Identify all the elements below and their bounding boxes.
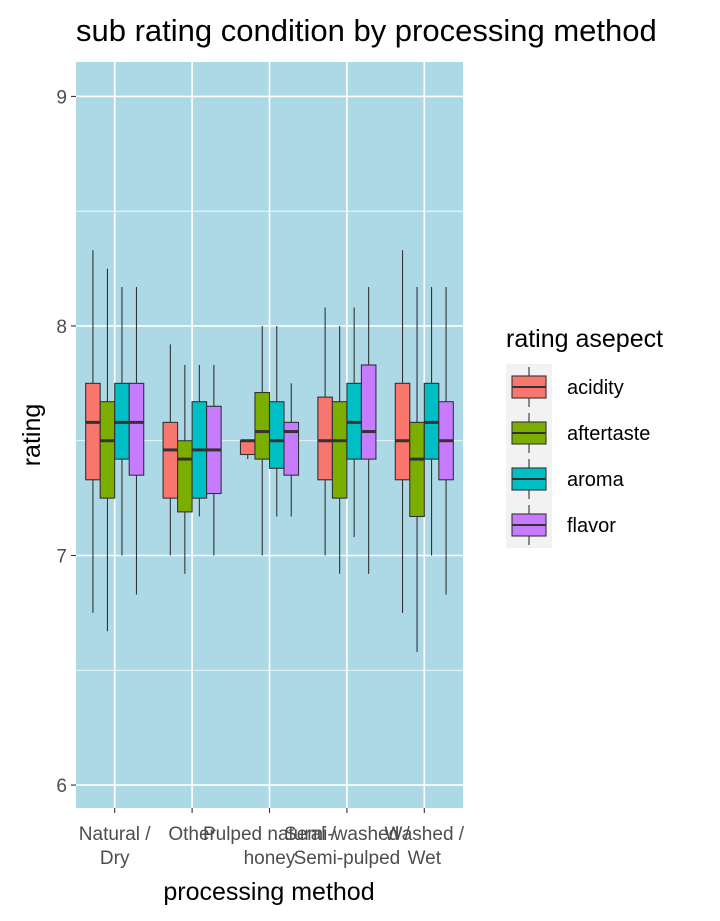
box-aroma-2 — [268, 325, 285, 517]
box-iqr — [162, 421, 179, 499]
x-tick-label: Pulped natural / honey — [203, 824, 337, 869]
box-iqr — [177, 440, 193, 513]
chart-title: sub rating condition by processing metho… — [76, 13, 657, 48]
box-iqr — [283, 421, 300, 476]
x-tick-label: Natural / Dry — [79, 824, 152, 869]
box-iqr — [239, 440, 256, 456]
box-acidity-0 — [85, 250, 101, 613]
y-tick-label: 9 — [56, 87, 67, 108]
box-flavor-1 — [206, 364, 222, 556]
box-acidity-1 — [162, 344, 179, 556]
box-aftertaste-4 — [409, 286, 425, 652]
box-aftertaste-0 — [99, 268, 116, 632]
legend: rating asepect acidity aftertaste aroma fla… — [506, 325, 663, 548]
box-aroma-4 — [423, 286, 440, 556]
legend-label: aroma — [567, 469, 625, 491]
box-elements — [85, 250, 454, 652]
y-tick-label: 8 — [56, 317, 67, 338]
box-iqr — [317, 396, 333, 481]
box-iqr — [99, 401, 116, 499]
box-iqr — [85, 382, 101, 481]
box-acidity-4 — [394, 250, 411, 613]
box-acidity-3 — [317, 307, 333, 556]
legend-item-flavor: flavor — [506, 502, 616, 548]
box-iqr — [254, 391, 271, 460]
box-flavor-2 — [283, 383, 300, 517]
legend-item-acidity: acidity — [506, 364, 624, 410]
legend-item-aftertaste: aftertaste — [506, 410, 650, 456]
y-axis-title: rating — [18, 404, 46, 467]
y-tick-label: 7 — [56, 547, 67, 568]
box-iqr — [268, 401, 285, 469]
y-axis: 6 7 8 9 — [56, 87, 76, 797]
legend-title: rating asepect — [506, 325, 663, 353]
box-iqr — [409, 421, 425, 518]
x-tick-label: Semi-washed / Semi-pulped — [284, 824, 410, 869]
x-axis-title: processing method — [163, 878, 374, 906]
box-flavor-0 — [128, 286, 145, 595]
box-iqr — [394, 382, 411, 481]
legend-label: aftertaste — [567, 423, 650, 445]
legend-label: acidity — [567, 377, 624, 399]
legend-item-aroma: aroma — [506, 456, 625, 502]
box-iqr — [360, 364, 377, 460]
x-tick-label: Other — [168, 824, 216, 845]
box-flavor-3 — [360, 286, 377, 574]
box-iqr — [331, 401, 348, 499]
box-flavor-4 — [438, 286, 454, 595]
legend-label: flavor — [567, 515, 616, 537]
x-tick-label: Washed / Wet — [385, 824, 465, 869]
box-iqr — [128, 382, 145, 476]
y-tick-label: 6 — [56, 776, 67, 797]
